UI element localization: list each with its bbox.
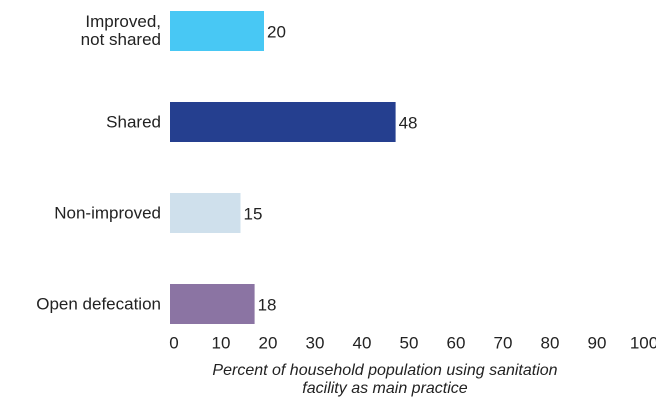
x-tick-label: 70 [494,333,513,352]
value-label: 15 [244,204,263,223]
value-label: 20 [267,22,286,41]
bar [170,193,241,233]
bar [170,284,255,324]
x-tick-label: 60 [447,333,466,352]
x-tick-label: 80 [541,333,560,352]
x-tick-label: 50 [400,333,419,352]
x-tick-label: 100 [630,333,656,352]
x-axis-title: Percent of household population using sa… [212,362,557,397]
x-tick-label: 40 [353,333,372,352]
x-tick-label: 20 [259,333,278,352]
y-tick-label: Non-improved [54,203,161,222]
y-tick-label: Shared [106,112,161,131]
bar [170,102,396,142]
y-tick-label: Improved, not shared [81,12,161,49]
x-tick-label: 0 [169,333,178,352]
value-label: 48 [399,113,418,132]
x-tick-label: 10 [212,333,231,352]
y-tick-label: Open defecation [36,294,161,313]
x-tick-label: 90 [588,333,607,352]
x-tick-label: 30 [306,333,325,352]
value-label: 18 [258,295,277,314]
bar [170,11,264,51]
